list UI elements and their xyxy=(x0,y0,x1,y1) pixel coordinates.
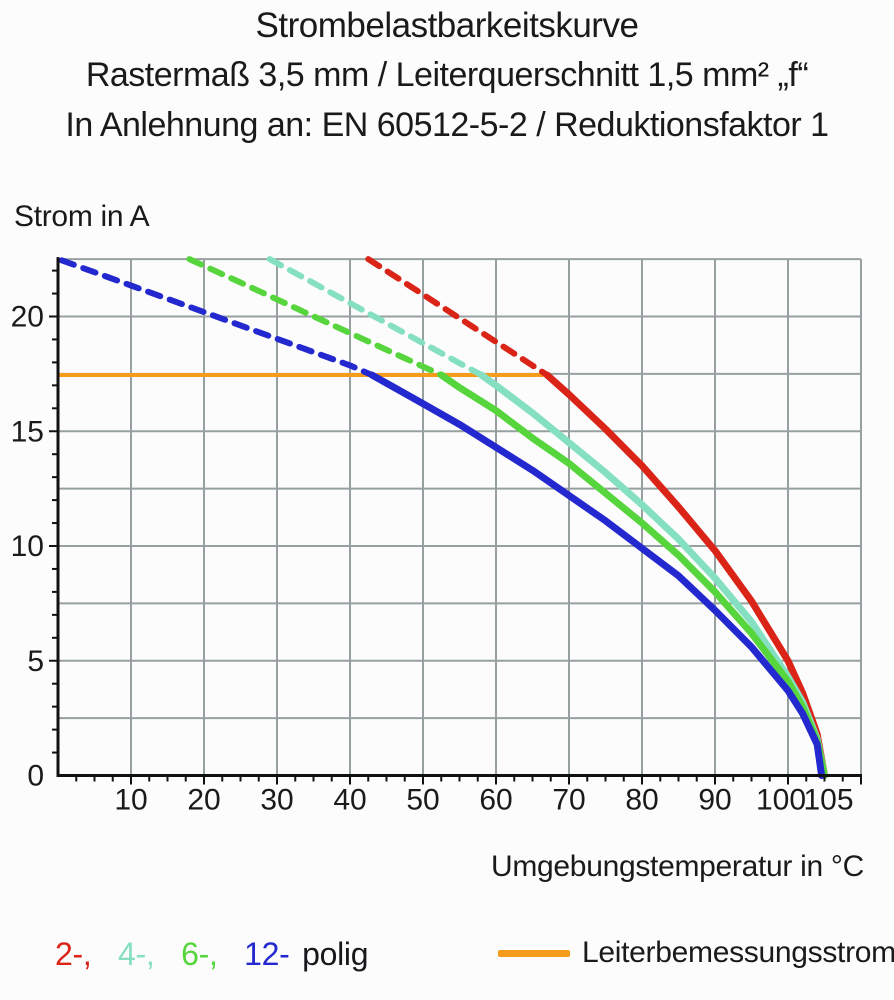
curve-solid-12-polig xyxy=(368,371,826,779)
x-tick-label: 20 xyxy=(187,784,220,817)
curve-dashed-2-polig xyxy=(365,256,551,378)
legend-series-labels: 2-, 4-, 6-, 12- polig xyxy=(55,936,369,973)
curve-dashed-6-polig xyxy=(186,256,445,378)
title-line-2: Rastermaß 3,5 mm / Leiterquerschnitt 1,5… xyxy=(85,56,809,94)
x-tick-label: 10 xyxy=(114,784,147,817)
x-tick-label: 60 xyxy=(479,784,512,817)
legend-item-6-polig: 6-, xyxy=(181,936,218,972)
curve-solid-2-polig xyxy=(543,371,828,779)
legend-rated-current: Leiterbemessungsstrom xyxy=(498,936,894,970)
legend-item-2-polig: 2-, xyxy=(55,936,92,972)
x-tick-label: 30 xyxy=(260,784,293,817)
legend-item-12-polig: 12- xyxy=(244,936,290,972)
legend: 2-, 4-, 6-, 12- polig Leiterbemessungsst… xyxy=(0,936,894,988)
legend-item-4-polig: 4-, xyxy=(118,936,155,972)
rated-current-line-swatch xyxy=(498,949,570,957)
y-axis-title: Strom in A xyxy=(14,200,150,233)
title-line-3: In Anlehnung an: EN 60512-5-2 / Reduktio… xyxy=(65,106,829,144)
legend-suffix-polig: polig xyxy=(302,936,369,972)
x-tick-label: 50 xyxy=(406,784,439,817)
x-tick-label: 105 xyxy=(803,784,853,817)
curve-dashed-4-polig xyxy=(266,256,485,378)
x-axis-title: Umgebungstemperatur in °C xyxy=(490,850,864,883)
y-tick-label: 20 xyxy=(11,301,44,334)
rated-current-label: Leiterbemessungsstrom xyxy=(582,936,894,969)
x-tick-label: 90 xyxy=(698,784,731,817)
title-line-1: Strombelastbarkeitskurve xyxy=(255,6,639,45)
y-tick-label: 15 xyxy=(11,415,44,448)
curve-dashed-12-polig xyxy=(58,257,375,378)
x-tick-label: 70 xyxy=(552,784,585,817)
x-tick-label: 100 xyxy=(756,784,806,817)
y-tick-label: 5 xyxy=(27,645,44,678)
x-tick-label: 40 xyxy=(333,784,366,817)
curve-solid-6-polig xyxy=(437,371,828,779)
y-tick-label: 0 xyxy=(27,760,44,793)
x-tick-label: 80 xyxy=(625,784,658,817)
y-tick-label: 10 xyxy=(11,530,44,563)
